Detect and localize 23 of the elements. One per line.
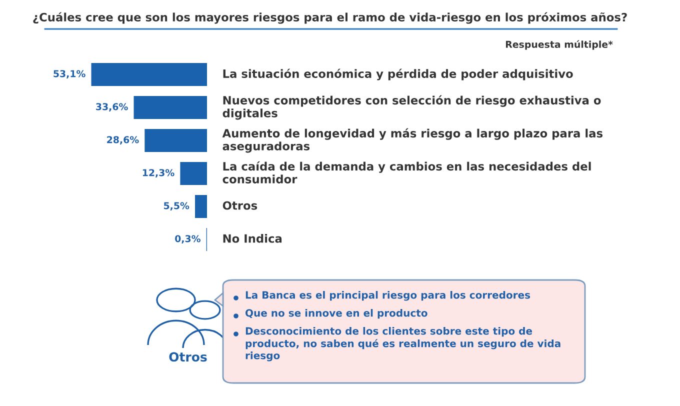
y-tick-label: Aumento de longevidad y más riesgo a largo plazo para las aseguradoras [222, 128, 603, 153]
y-tick-label: La situación económica y pérdida de poder adquisitivo [223, 68, 573, 80]
text: ¿Cuáles cree que son los mayores riesgos para el ramo de vida-riesgo en los próximos años? [33, 12, 627, 24]
text: Que no se innove en el producto [246, 309, 428, 319]
data-label: 0,3% [175, 235, 200, 244]
text: Respuesta múltiple* [506, 40, 613, 50]
y-tick-label: No Indica [223, 234, 282, 243]
text: La Banca es el principal riesgo para los corredores [246, 291, 530, 301]
data-label: 5,5% [164, 202, 190, 210]
data-label: 28,6% [107, 136, 139, 144]
bar [91, 62, 207, 86]
data-label: 12,3% [142, 169, 174, 178]
y-tick-label: La caída de la demanda y cambios en las necesidades del consumidor [222, 161, 591, 184]
text: Otros [169, 352, 207, 362]
bar [180, 162, 207, 186]
text: Desconocimiento de los clientes sobre este tipo de producto, no saben qué es realmente un seguro de vida riesgo [246, 327, 560, 362]
bar [134, 96, 207, 120]
y-tick-label: Otros [222, 201, 258, 210]
data-label: 33,6% [96, 103, 128, 112]
bar [144, 128, 207, 152]
bar [195, 194, 207, 218]
y-tick-label: Nuevos competidores con selección de riesgo exhaustiva o digitales [222, 95, 601, 120]
data-label: 53,1% [54, 70, 86, 78]
